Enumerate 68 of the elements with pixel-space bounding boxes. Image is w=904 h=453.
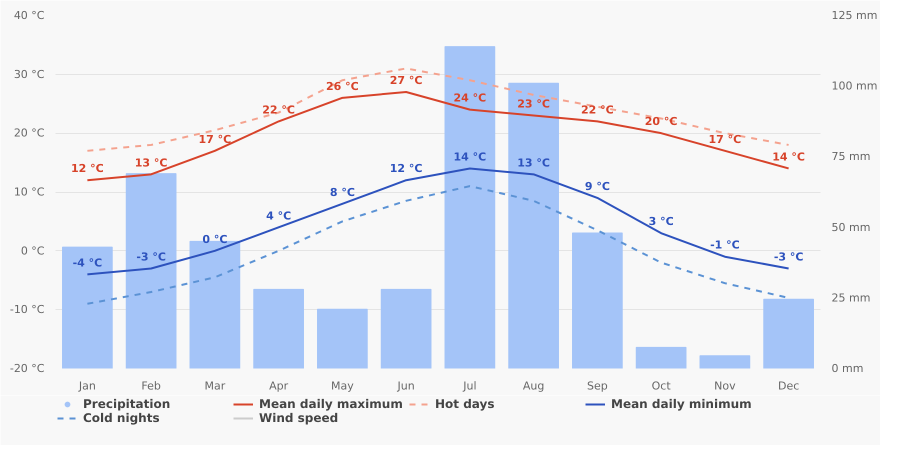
data-label: 12 °C	[390, 162, 422, 176]
x-tick-label: Mar	[204, 380, 226, 392]
x-tick-label: May	[331, 380, 354, 392]
bar	[317, 308, 368, 368]
bar	[700, 355, 750, 368]
data-label: 26 °C	[326, 80, 359, 93]
legend-label: Precipitation	[83, 397, 172, 411]
y-tick-label: -10 °C	[10, 303, 45, 316]
data-label: -3 °C	[774, 250, 804, 264]
y-tick-label: 20 °C	[14, 126, 45, 140]
data-label: 20 °C	[644, 115, 678, 128]
x-tick-label: Sep	[587, 380, 608, 392]
legend-label: Cold nights	[83, 411, 161, 425]
y-tick-label: 10 °C	[14, 186, 45, 198]
x-tick-label: Jul	[462, 380, 477, 392]
data-label: 22 °C	[581, 103, 614, 116]
data-label: 17 °C	[198, 132, 232, 146]
data-label: 13 °C	[134, 156, 168, 170]
x-tick-label: Feb	[141, 380, 161, 392]
legend-label: Mean daily minimum	[611, 397, 753, 411]
y2-tick-label: 25 mm	[832, 291, 870, 304]
bar	[62, 246, 113, 368]
data-label: 23 °C	[517, 98, 550, 111]
bar	[636, 346, 686, 368]
line-series	[86, 67, 790, 152]
data-label: -4 °C	[72, 256, 102, 270]
x-tick-label: Aug	[522, 380, 544, 392]
y2-tick-label: 0 mm	[832, 362, 864, 375]
x-tick-label: Oct	[652, 380, 672, 392]
x-tick-label: Jan	[78, 380, 96, 392]
data-label: -1 °C	[710, 238, 740, 252]
y-tick-label: 40 °C	[14, 9, 45, 22]
bar	[508, 82, 559, 368]
bar	[763, 298, 814, 368]
data-label: 22 °C	[262, 103, 295, 116]
data-label: 24 °C	[454, 92, 486, 105]
y2-tick-label: 75 mm	[832, 150, 870, 164]
bar	[380, 288, 432, 368]
data-label: 14 °C	[772, 150, 805, 164]
y2-tick-label: 125 mm	[832, 9, 878, 22]
y2-tick-label: 50 mm	[832, 220, 870, 234]
data-label: -3 °C	[136, 250, 166, 264]
x-tick-label: Jun	[396, 380, 415, 392]
data-label: 27 °C	[390, 74, 422, 87]
legend-label: Wind speed	[259, 411, 340, 425]
data-label: 3 °C	[648, 215, 674, 228]
data-label: 0 °C	[202, 232, 228, 246]
y2-tick-label: 100 mm	[832, 80, 878, 93]
y-tick-label: 30 °C	[14, 68, 45, 81]
x-tick-label: Nov	[714, 380, 736, 392]
legend-label: Mean daily maximum	[259, 397, 404, 411]
x-tick-label: Dec	[778, 380, 800, 392]
data-label: 14 °C	[454, 150, 486, 164]
data-label: 17 °C	[708, 132, 742, 146]
y-tick-label: -20 °C	[10, 362, 45, 375]
data-label: 4 °C	[266, 209, 292, 222]
y-tick-label: 0 °C	[20, 244, 45, 258]
bar	[253, 288, 304, 368]
data-label: 9 °C	[584, 180, 610, 193]
bar	[572, 232, 623, 368]
bar	[126, 173, 176, 368]
data-label: 12 °C	[71, 162, 104, 176]
data-label: 13 °C	[517, 156, 550, 170]
x-tick-label: Apr	[269, 380, 289, 392]
legend-label: Hot days	[435, 397, 496, 411]
data-label: 8 °C	[330, 186, 355, 199]
line-series	[86, 90, 790, 182]
bar	[444, 46, 496, 368]
